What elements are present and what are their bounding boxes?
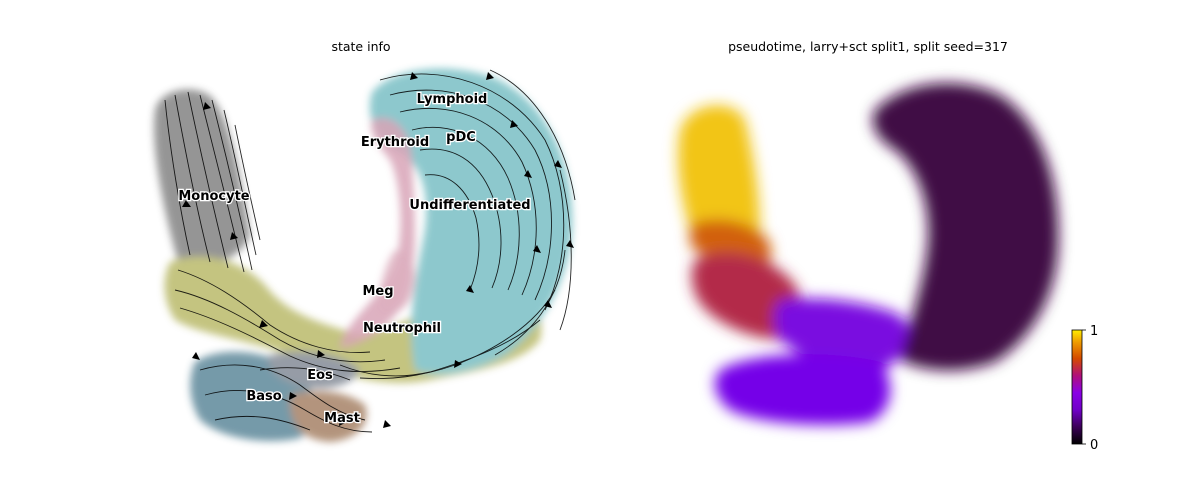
label-erythroid: Erythroid xyxy=(361,135,429,150)
state-embedding xyxy=(154,68,573,442)
label-undifferentiated: Undifferentiated xyxy=(409,198,530,213)
meg-region xyxy=(378,250,415,315)
state-info-panel: state info xyxy=(154,39,576,442)
early-lower-arm xyxy=(714,354,891,425)
root-arm xyxy=(872,83,1059,371)
label-baso: Baso xyxy=(246,389,281,404)
pseudotime-title: pseudotime, larry+sct split1, split seed… xyxy=(728,39,1008,54)
label-meg: Meg xyxy=(362,284,393,299)
label-mast: Mast xyxy=(324,411,360,426)
early-mid-region xyxy=(774,298,910,371)
monocyte-region xyxy=(154,89,250,265)
colorbar-label-max: 1 xyxy=(1090,324,1098,339)
state-info-title: state info xyxy=(331,39,390,54)
late-arm xyxy=(678,105,760,246)
undifferentiated-region xyxy=(369,68,573,375)
label-eos: Eos xyxy=(307,368,333,383)
colorbar-label-min: 0 xyxy=(1090,438,1098,453)
label-neutrophil: Neutrophil xyxy=(363,321,441,336)
pseudotime-embedding xyxy=(678,83,1059,425)
erythroid-region xyxy=(340,117,415,348)
label-pdc: pDC xyxy=(446,130,476,145)
label-monocyte: Monocyte xyxy=(178,189,249,204)
label-lymphoid: Lymphoid xyxy=(417,92,488,107)
streamline-arrowheads xyxy=(182,72,574,428)
pseudotime-colorbar xyxy=(1071,329,1083,445)
pseudotime-panel: pseudotime, larry+sct split1, split seed… xyxy=(678,39,1098,453)
